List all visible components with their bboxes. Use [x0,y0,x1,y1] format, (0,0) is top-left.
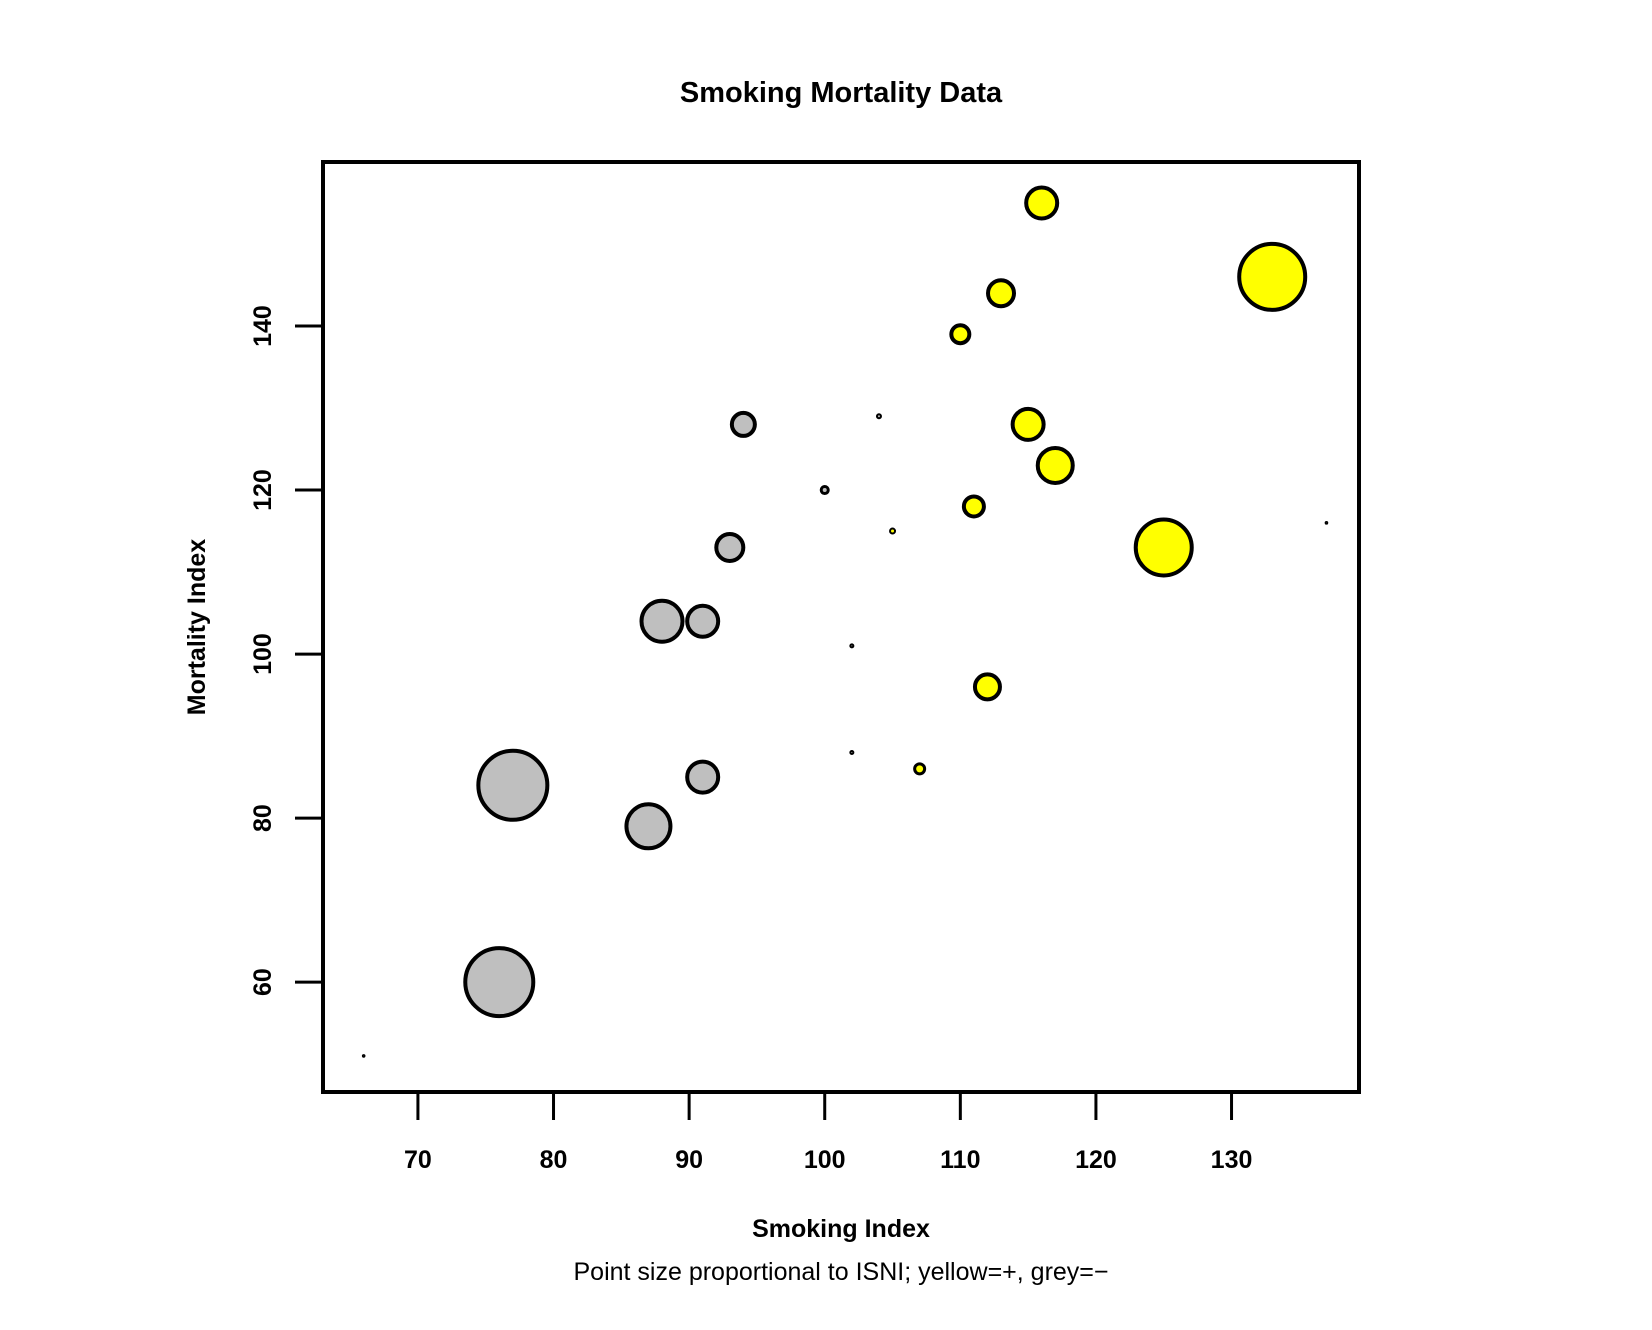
y-axis-label: Mortality Index [183,539,211,716]
data-point [1133,517,1194,578]
y-tick-label: 100 [249,633,277,675]
data-point [1010,406,1046,442]
x-tick-label: 130 [1211,1146,1253,1174]
data-point [639,598,685,644]
caption: Point size proportional to ISNI; yellow=… [573,1258,1108,1286]
x-tick-label: 70 [404,1146,432,1174]
data-point [714,531,746,563]
data-point [889,527,897,535]
data-point [986,278,1017,309]
data-point [624,802,673,851]
data-point [961,494,986,519]
x-tick-label: 100 [804,1146,846,1174]
x-tick-label: 90 [675,1146,703,1174]
x-tick-label: 80 [540,1146,568,1174]
data-point [729,410,757,438]
y-axis-ticks: 60 80 100 120 140 [249,305,323,996]
data-point [849,643,855,649]
x-axis-label: Smoking Index [752,1215,930,1243]
data-point [463,946,536,1019]
chart-title: Smoking Mortality Data [680,77,1003,109]
x-tick-label: 110 [940,1146,980,1174]
y-tick-label: 60 [249,968,277,996]
y-tick-label: 80 [249,804,277,832]
data-point [685,603,721,639]
x-axis-ticks: 70 80 90 100 110 120 130 [404,1092,1252,1174]
data-point [1237,241,1308,312]
data-point [972,672,1002,702]
y-tick-label: 120 [249,469,277,511]
data-point [1324,521,1329,525]
data-points [361,185,1329,1058]
data-point [849,749,855,755]
plot-area [321,160,1361,1094]
data-point [476,748,550,822]
data-point [819,485,830,496]
data-point [913,762,927,776]
data-point [1035,445,1075,485]
data-point [875,413,882,420]
data-point [949,323,972,346]
y-tick-label: 140 [249,305,277,347]
data-point [1024,185,1060,221]
data-point [685,759,721,795]
x-tick-label: 120 [1075,1146,1117,1174]
data-point [361,1054,366,1058]
